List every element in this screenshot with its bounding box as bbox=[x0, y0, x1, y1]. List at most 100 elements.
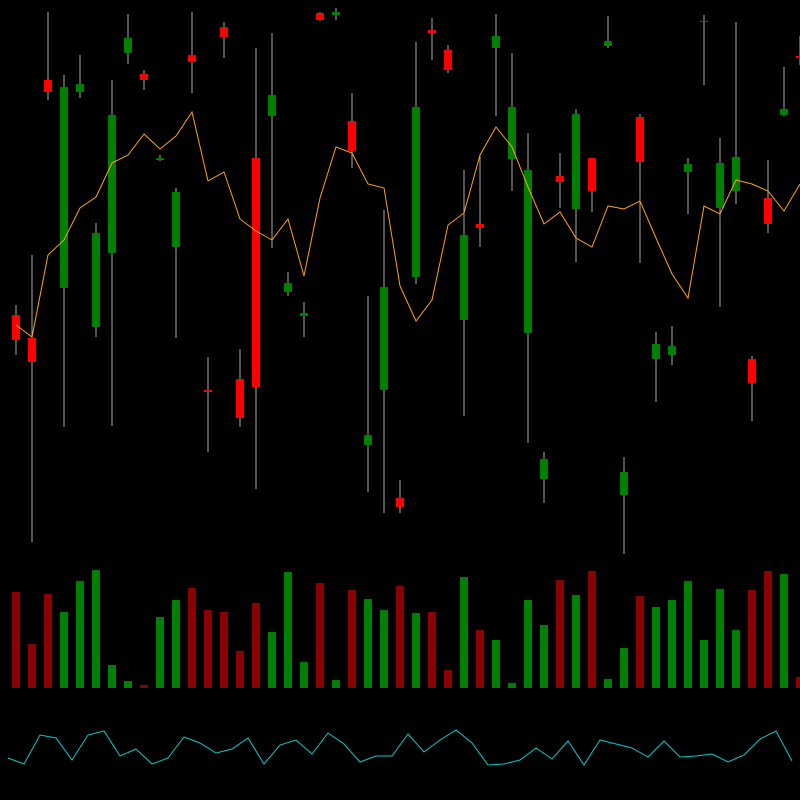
volume-bar bbox=[156, 617, 164, 688]
candle-body bbox=[588, 158, 596, 191]
candle-body bbox=[236, 379, 244, 418]
candle-body bbox=[108, 115, 116, 253]
volume-bar bbox=[588, 571, 596, 688]
candle-body bbox=[524, 170, 532, 333]
candle-body bbox=[252, 158, 260, 387]
candle-body bbox=[700, 21, 708, 22]
candle-body bbox=[60, 87, 68, 288]
volume-bar bbox=[412, 613, 420, 688]
volume-bar bbox=[700, 640, 708, 688]
candle-body bbox=[572, 114, 580, 209]
volume-bar bbox=[764, 571, 772, 688]
candle-body bbox=[684, 164, 692, 172]
candle-body bbox=[732, 157, 740, 191]
volume-bar bbox=[108, 665, 116, 688]
volume-bar bbox=[236, 651, 244, 688]
candle-body bbox=[796, 56, 800, 58]
candle-body bbox=[284, 283, 292, 292]
candle-body bbox=[316, 13, 324, 20]
candle-body bbox=[332, 12, 340, 15]
volume-bar bbox=[140, 685, 148, 688]
volume-bar bbox=[652, 607, 660, 688]
volume-bar bbox=[780, 574, 788, 688]
volume-bar bbox=[124, 681, 132, 688]
volume-bar bbox=[284, 572, 292, 688]
candle-body bbox=[636, 117, 644, 162]
candle-body bbox=[76, 84, 84, 92]
candle-body bbox=[748, 359, 756, 383]
volume-bar bbox=[44, 594, 52, 688]
volume-bar bbox=[12, 592, 20, 688]
indicator-line bbox=[7, 729, 793, 766]
candle-body bbox=[220, 27, 228, 37]
volume-bar bbox=[508, 683, 516, 688]
moving-average-line bbox=[15, 110, 800, 338]
candle-body bbox=[476, 224, 484, 228]
volume-bar bbox=[188, 588, 196, 688]
candle-body bbox=[380, 287, 388, 390]
candle-body bbox=[540, 459, 548, 479]
volume-bar bbox=[268, 632, 276, 688]
candle-body bbox=[92, 233, 100, 327]
volume-bar bbox=[252, 603, 260, 688]
volume-bar bbox=[524, 600, 532, 688]
volume-bar bbox=[316, 583, 324, 688]
candle-body bbox=[124, 38, 132, 53]
volume-bar bbox=[76, 581, 84, 688]
candle-body bbox=[652, 344, 660, 359]
volume-bar bbox=[732, 630, 740, 688]
candle-body bbox=[12, 315, 20, 340]
volume-bar bbox=[428, 612, 436, 688]
candle-body bbox=[428, 30, 436, 33]
volume-bar bbox=[396, 586, 404, 688]
candle-body bbox=[156, 158, 164, 160]
volume-bar bbox=[540, 625, 548, 688]
volume-bar bbox=[572, 595, 580, 688]
volume-bar bbox=[332, 680, 340, 688]
candle-body bbox=[764, 198, 772, 224]
candle-body bbox=[508, 107, 516, 159]
candle-body bbox=[444, 50, 452, 70]
volume-bar bbox=[460, 577, 468, 688]
candle-body bbox=[364, 435, 372, 445]
volume-bar bbox=[364, 599, 372, 688]
candle-body bbox=[188, 55, 196, 62]
volume-bar bbox=[684, 581, 692, 688]
candle-body bbox=[172, 192, 180, 247]
candle-body bbox=[620, 472, 628, 495]
volume-bar bbox=[348, 590, 356, 688]
candle-body bbox=[44, 80, 52, 92]
volume-bar bbox=[300, 662, 308, 688]
volume-bar bbox=[60, 612, 68, 688]
volume-bar bbox=[668, 600, 676, 688]
candle-body bbox=[604, 41, 612, 46]
volume-bar bbox=[28, 644, 36, 688]
candle-body bbox=[716, 163, 724, 208]
candle-body bbox=[396, 498, 404, 507]
volume-bar bbox=[556, 580, 564, 688]
volume-bar bbox=[748, 590, 756, 688]
volume-bar bbox=[172, 600, 180, 688]
candle-body bbox=[492, 36, 500, 48]
candle-body bbox=[412, 107, 420, 277]
volume-bar bbox=[444, 670, 452, 688]
volume-bar bbox=[620, 648, 628, 688]
volume-bar bbox=[476, 630, 484, 688]
candle-body bbox=[460, 235, 468, 320]
candle-body bbox=[140, 74, 148, 80]
candle-body bbox=[268, 95, 276, 116]
volume-bar bbox=[380, 610, 388, 688]
candle-body bbox=[204, 390, 212, 392]
candle-body bbox=[28, 338, 36, 362]
volume-bar bbox=[636, 596, 644, 688]
volume-bar bbox=[92, 570, 100, 688]
candle-body bbox=[300, 313, 308, 316]
volume-bar bbox=[204, 610, 212, 688]
candle-body bbox=[348, 121, 356, 151]
candle-body bbox=[780, 109, 788, 115]
volume-bar bbox=[604, 679, 612, 688]
volume-bar bbox=[492, 640, 500, 688]
volume-bar bbox=[716, 589, 724, 688]
